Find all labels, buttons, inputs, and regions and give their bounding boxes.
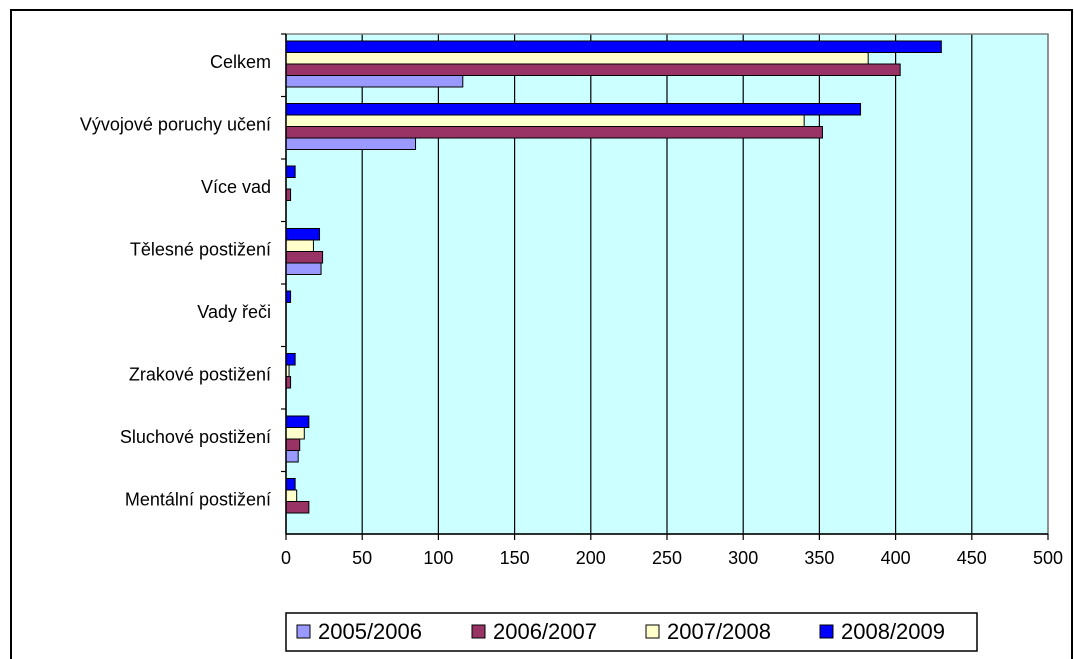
x-tick-label: 200	[576, 548, 606, 568]
x-tick-label: 0	[281, 548, 291, 568]
bar-2006-2007	[285, 251, 324, 264]
category-label: Celkem	[210, 52, 271, 72]
x-tick-label: 50	[352, 548, 372, 568]
bar-2008-2009	[285, 478, 296, 491]
bar-2008-2009	[285, 415, 310, 428]
legend-label: 2007/2008	[667, 619, 771, 644]
legend-label: 2005/2006	[318, 619, 422, 644]
legend-swatch	[296, 624, 311, 639]
bar-2007-2008	[285, 489, 298, 502]
legend-swatch	[471, 624, 486, 639]
bar-2007-2008	[285, 52, 869, 65]
bar-2006-2007	[285, 126, 823, 139]
x-tick-label: 250	[652, 548, 682, 568]
bar-2007-2008	[285, 239, 314, 252]
category-label: Mentální postižení	[125, 490, 271, 510]
legend-label: 2008/2009	[841, 619, 945, 644]
bar-2008-2009	[285, 40, 942, 53]
bar-2007-2008	[285, 114, 805, 127]
bar-2005-2006	[285, 75, 464, 88]
category-label: Zrakové postižení	[129, 365, 271, 385]
bar-2007-2008	[285, 427, 305, 440]
legend-swatch	[819, 624, 834, 639]
category-label: Vady řeči	[197, 302, 271, 322]
bar-2005-2006	[285, 137, 417, 150]
bar-2006-2007	[285, 501, 310, 514]
bar-2008-2009	[285, 228, 321, 241]
bar-2005-2006	[285, 450, 299, 463]
x-tick-label: 300	[728, 548, 758, 568]
x-tick-label: 350	[804, 548, 834, 568]
x-tick-label: 100	[423, 548, 453, 568]
legend-swatch	[645, 624, 660, 639]
bar-2005-2006	[285, 262, 322, 275]
x-tick-label: 500	[1033, 548, 1063, 568]
bar-2006-2007	[285, 63, 901, 76]
bar-2008-2009	[285, 103, 862, 116]
category-label: Tělesné postižení	[130, 240, 271, 260]
x-tick-label: 450	[957, 548, 987, 568]
bar-2006-2007	[285, 438, 301, 451]
category-label: Více vad	[201, 177, 271, 197]
bar-2008-2009	[285, 165, 296, 178]
category-label: Sluchové postižení	[120, 427, 271, 447]
legend-label: 2006/2007	[493, 619, 597, 644]
legend-box	[285, 612, 978, 652]
category-label: Vývojové poruchy učení	[80, 115, 271, 135]
bar-2008-2009	[285, 353, 296, 366]
x-tick-label: 400	[881, 548, 911, 568]
x-tick-label: 150	[500, 548, 530, 568]
